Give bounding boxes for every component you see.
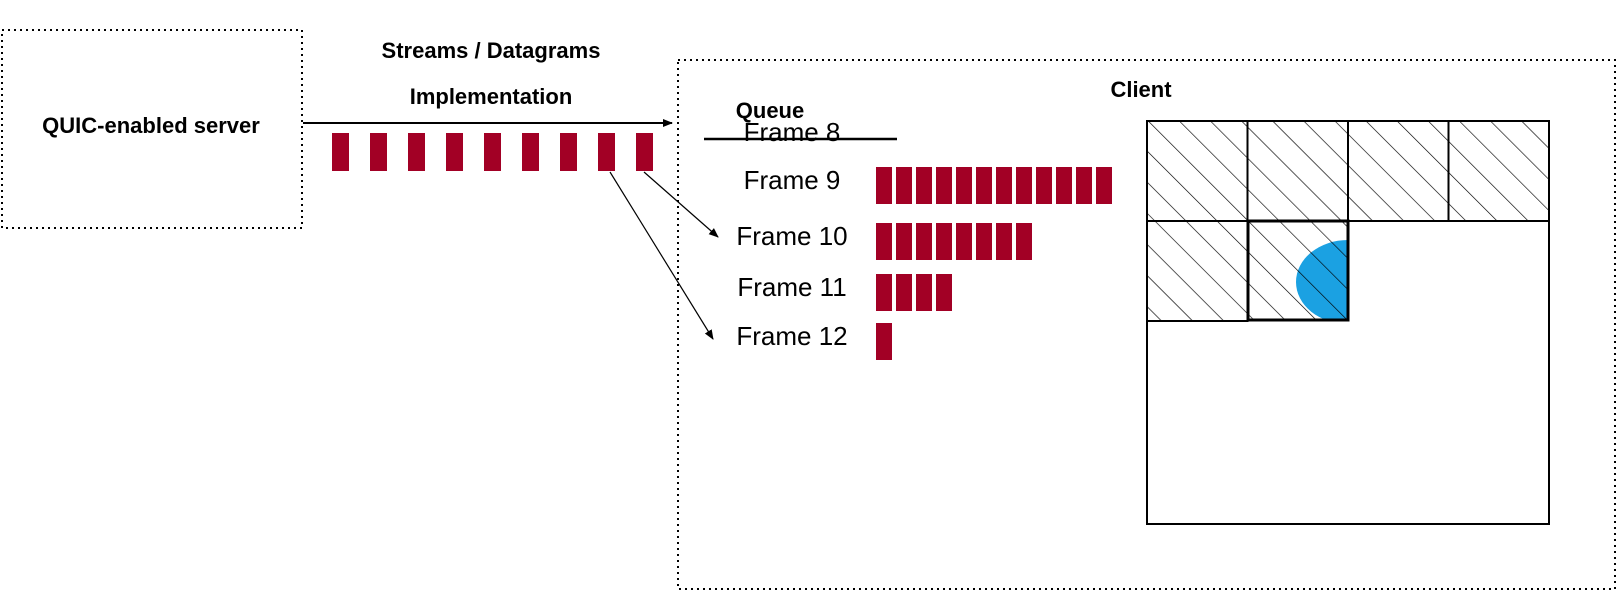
frame-label: Frame 8 — [744, 117, 841, 147]
in-transit-packet — [522, 133, 539, 171]
in-transit-packet — [370, 133, 387, 171]
client-label: Client — [1110, 77, 1172, 102]
in-transit-packet — [446, 133, 463, 171]
queued-packet — [916, 223, 932, 260]
in-transit-packet — [408, 133, 425, 171]
hatched-tile — [1146, 220, 1249, 322]
queued-packet — [896, 167, 912, 204]
in-transit-packet — [484, 133, 501, 171]
queued-packet — [876, 223, 892, 260]
in-transit-packets — [332, 133, 653, 171]
link-label-line1: Streams / Datagrams — [382, 38, 601, 63]
queued-packet — [1016, 167, 1032, 204]
video-frame-grid — [1146, 120, 1550, 525]
in-transit-packet — [598, 133, 615, 171]
queued-packet — [976, 167, 992, 204]
hatched-tile — [1447, 120, 1550, 222]
frame-label: Frame 10 — [736, 221, 847, 251]
queued-packet — [876, 167, 892, 204]
queued-packet — [1056, 167, 1072, 204]
server-label: QUIC-enabled server — [42, 113, 260, 138]
in-transit-packet — [636, 133, 653, 171]
queued-packet — [956, 167, 972, 204]
hatched-tile — [1146, 120, 1249, 222]
server-box — [1, 29, 303, 229]
queue-title: Queue — [736, 98, 804, 123]
in-transit-packet — [332, 133, 349, 171]
in-transit-packet — [560, 133, 577, 171]
client-box — [677, 59, 1616, 590]
hatched-tile — [1246, 120, 1349, 222]
queued-packet — [936, 167, 952, 204]
queued-packet — [1036, 167, 1052, 204]
hatched-tile — [1347, 120, 1450, 222]
queued-packet — [916, 167, 932, 204]
queued-packet — [976, 223, 992, 260]
queued-packet — [996, 223, 1012, 260]
queued-packet — [896, 223, 912, 260]
queued-packet — [936, 223, 952, 260]
queued-packet — [996, 167, 1012, 204]
frame-label: Frame 11 — [737, 272, 846, 302]
queued-packet — [1016, 223, 1032, 260]
queued-packet — [956, 223, 972, 260]
frame-label: Frame 9 — [744, 165, 841, 195]
queue: Queue Frame 8 Frame 9 Frame 10 Frame 11 Fram… — [704, 98, 1112, 360]
frame-label: Frame 12 — [736, 321, 847, 351]
queued-packet — [916, 274, 932, 311]
queued-packet — [1096, 167, 1112, 204]
packet-to-frame10-arrow — [643, 171, 719, 238]
focus-tile — [1246, 219, 1350, 322]
queued-packet — [896, 274, 912, 311]
queued-packet — [876, 323, 892, 360]
link-label-line2: Implementation — [410, 84, 573, 109]
queued-packet — [876, 274, 892, 311]
server-node: QUIC-enabled server — [1, 29, 303, 229]
queued-packet — [1076, 167, 1092, 204]
packet-to-frame12-arrow — [609, 171, 714, 340]
queued-packet — [936, 274, 952, 311]
